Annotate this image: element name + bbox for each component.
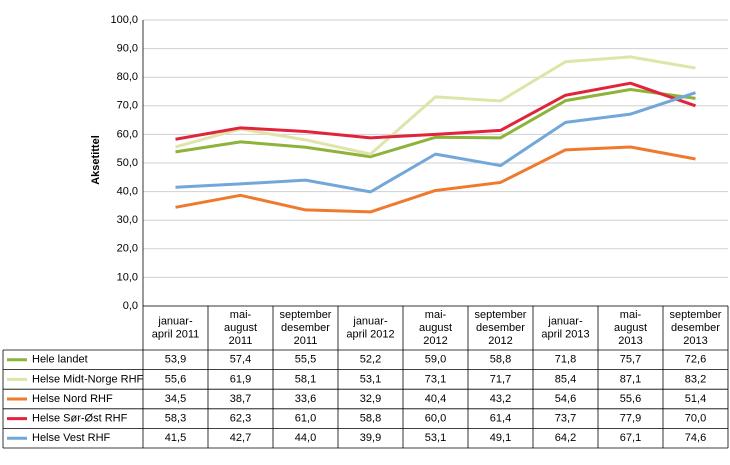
y-tick-label: 10,0 — [117, 271, 138, 283]
legend-label: Hele landet — [32, 354, 88, 366]
table-cell: 53,1 — [360, 373, 381, 385]
table-cell: 73,1 — [425, 373, 446, 385]
table-cell: 60,0 — [425, 413, 446, 425]
x-tick-label: august — [419, 322, 452, 334]
y-tick-label: 60,0 — [117, 128, 138, 140]
x-tick-label: januar- — [157, 315, 193, 327]
table-cell: 71,8 — [555, 354, 576, 366]
series-line — [175, 145, 696, 214]
y-tick-label: 50,0 — [117, 157, 138, 169]
y-tick-label: 70,0 — [117, 100, 138, 112]
table-cell: 41,5 — [165, 432, 186, 444]
x-tick-label: august — [224, 322, 257, 334]
table-cell: 38,7 — [230, 393, 251, 405]
x-tick-label: september — [475, 309, 527, 321]
table-cell: 73,7 — [555, 413, 576, 425]
table-cell: 49,1 — [490, 432, 511, 444]
table-cell: 74,6 — [685, 432, 706, 444]
table-cell: 53,9 — [165, 354, 186, 366]
x-tick-label: 2013 — [618, 335, 642, 347]
table-cell: 62,3 — [230, 413, 251, 425]
table-cell: 58,1 — [295, 373, 316, 385]
y-tick-label: 20,0 — [117, 243, 138, 255]
table-cell: 43,2 — [490, 393, 511, 405]
table-cell: 64,2 — [555, 432, 576, 444]
table-cell: 70,0 — [685, 413, 706, 425]
x-tick-label: september — [670, 309, 722, 321]
table-cell: 61,4 — [490, 413, 511, 425]
table-cell: 87,1 — [620, 373, 641, 385]
table-cell: 57,4 — [230, 354, 251, 366]
y-tick-label: 100,0 — [110, 14, 138, 26]
x-tick-label: august — [614, 322, 647, 334]
x-tick-label: desember — [281, 322, 330, 334]
table-cell: 55,5 — [295, 354, 316, 366]
table-cell: 61,0 — [295, 413, 316, 425]
x-tick-label: april 2012 — [346, 328, 394, 340]
table-cell: 32,9 — [360, 393, 381, 405]
table-cell: 58,3 — [165, 413, 186, 425]
x-tick-label: 2013 — [683, 335, 707, 347]
table-cell: 85,4 — [555, 373, 576, 385]
table-cell: 61,9 — [230, 373, 251, 385]
y-tick-label: 0,0 — [123, 300, 138, 312]
legend-label: Helse Midt-Norge RHF — [32, 373, 144, 385]
table-cell: 71,7 — [490, 373, 511, 385]
table-cell: 44,0 — [295, 432, 316, 444]
x-tick-label: april 2013 — [541, 328, 589, 340]
y-tick-label: 80,0 — [117, 71, 138, 83]
x-tick-label: mai- — [230, 309, 252, 321]
table-cell: 58,8 — [360, 413, 381, 425]
legend-label: Helse Vest RHF — [32, 432, 111, 444]
legend-label: Helse Nord RHF — [32, 393, 113, 405]
table-cell: 77,9 — [620, 413, 641, 425]
x-tick-label: januar- — [352, 315, 388, 327]
x-tick-label: 2012 — [488, 335, 512, 347]
table-cell: 33,6 — [295, 393, 316, 405]
table-cell: 58,8 — [490, 354, 511, 366]
series-line — [175, 91, 696, 194]
y-tick-label: 90,0 — [117, 43, 138, 55]
table-cell: 53,1 — [425, 432, 446, 444]
table-cell: 54,6 — [555, 393, 576, 405]
table-cell: 75,7 — [620, 354, 641, 366]
table-cell: 40,4 — [425, 393, 446, 405]
x-tick-label: desember — [476, 322, 525, 334]
y-tick-label: 30,0 — [117, 214, 138, 226]
x-tick-label: mai- — [620, 309, 642, 321]
table-cell: 42,7 — [230, 432, 251, 444]
x-tick-label: desember — [671, 322, 720, 334]
table-cell: 51,4 — [685, 393, 706, 405]
y-tick-label: 40,0 — [117, 186, 138, 198]
legend-label: Helse Sør-Øst RHF — [32, 413, 128, 425]
x-tick-label: 2011 — [294, 335, 318, 347]
table-cell: 55,6 — [620, 393, 641, 405]
x-tick-label: april 2011 — [152, 328, 200, 340]
x-tick-label: 2011 — [229, 335, 253, 347]
table-cell: 59,0 — [425, 354, 446, 366]
table-cell: 39,9 — [360, 432, 381, 444]
table-cell: 55,6 — [165, 373, 186, 385]
x-tick-label: januar- — [547, 315, 583, 327]
series-line — [175, 87, 696, 159]
series-line — [175, 55, 696, 156]
table-cell: 72,6 — [685, 354, 706, 366]
y-axis-label: Aksetittel — [90, 135, 102, 185]
table-cell: 52,2 — [360, 354, 381, 366]
series-line — [175, 81, 696, 141]
table-cell: 67,1 — [620, 432, 641, 444]
x-tick-label: september — [280, 309, 332, 321]
table-cell: 83,2 — [685, 373, 706, 385]
x-tick-label: mai- — [425, 309, 447, 321]
table-cell: 34,5 — [165, 393, 186, 405]
x-tick-label: 2012 — [423, 335, 447, 347]
